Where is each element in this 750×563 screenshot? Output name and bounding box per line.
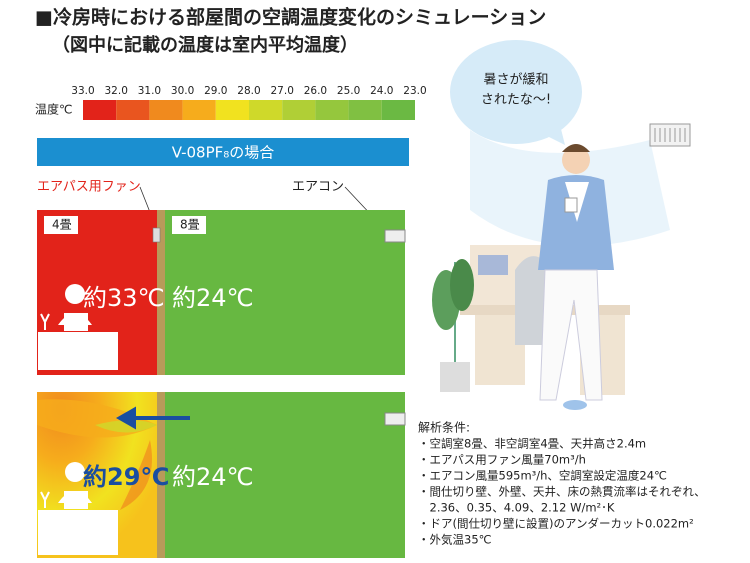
scale-tick-label: 26.0: [304, 85, 327, 97]
room-8: [165, 210, 405, 375]
color-swatch: [381, 100, 415, 120]
wall: [157, 392, 165, 558]
color-swatch: [215, 100, 249, 120]
scale-unit: 温度℃: [35, 102, 72, 117]
scale-tick-label: 30.0: [171, 85, 194, 97]
scale-tick-label: 32.0: [105, 85, 128, 97]
scale-tick-label: 28.0: [237, 85, 260, 97]
condition-line: ・ドア(間仕切り壁に設置)のアンダーカット0.022m²: [418, 517, 694, 531]
room-temp: 約24℃: [172, 284, 254, 312]
room-temp: 約29℃: [83, 463, 169, 491]
person-desk: [38, 284, 118, 370]
color-swatch: [149, 100, 183, 120]
aircon-label: エアコン: [292, 180, 344, 195]
scale-tick-label: 24.0: [370, 85, 393, 97]
room-temp: 約24℃: [172, 463, 254, 491]
color-swatch: [182, 100, 216, 120]
illustration: [432, 40, 691, 410]
title: ■冷房時における部屋間の空調温度変化のシミュレーション: [35, 6, 546, 29]
scale-tick-label: 25.0: [337, 85, 360, 97]
tag-bg: [44, 216, 78, 234]
fan: [152, 227, 161, 243]
color-swatch: [282, 100, 316, 120]
conditions-title: 解析条件:: [418, 421, 470, 435]
scale-tick-label: 27.0: [271, 85, 294, 97]
condition-line: ・外気温35℃: [418, 533, 492, 547]
tag-bg: [172, 216, 206, 234]
condition-line: 2.36、0.35、4.09、2.12 W/m²･K: [418, 501, 615, 515]
condition-line: ・エアパス用ファン風量70m³/h: [418, 453, 586, 467]
scale-tick-label: 23.0: [403, 85, 426, 97]
color-swatch: [348, 100, 382, 120]
color-swatch: [83, 100, 117, 120]
condition-line: ・空調室8畳、非空調室4畳、天井高さ2.4m: [418, 437, 646, 451]
airflow-arrow: [115, 406, 190, 430]
aircon: [384, 412, 406, 426]
room-8: [165, 392, 405, 558]
scale-tick-label: 29.0: [204, 85, 227, 97]
wall: [157, 210, 165, 375]
scale-tick-label: 33.0: [71, 85, 94, 97]
condition-line: ・エアコン風量595m³/h、空調室設定温度24℃: [418, 469, 667, 483]
speech: されたな～!: [481, 93, 551, 108]
subtitle: （図中に記載の温度は室内平均温度）: [52, 34, 358, 56]
speech: 暑さが緩和: [483, 73, 548, 88]
fan-label: エアパス用ファン: [37, 180, 141, 195]
condition-line: ・間仕切り壁、外壁、天井、床の熱貫流率はそれぞれ、: [418, 485, 706, 499]
room-name: 8畳: [180, 218, 200, 232]
color-swatch: [116, 100, 150, 120]
person-desk: [38, 462, 118, 555]
color-swatch: [249, 100, 283, 120]
color-swatch: [315, 100, 349, 120]
banner: V-08PF₈の場合: [172, 144, 275, 162]
flow: [120, 440, 152, 510]
room-temp: 約33℃: [83, 284, 165, 312]
aircon: [384, 229, 406, 243]
flow: [95, 420, 157, 433]
room-name: 4畳: [52, 218, 72, 232]
scale-tick-label: 31.0: [138, 85, 161, 97]
color-scale: 温度℃ 33.0 32.0 31.0 30.0 29.0 28.0 27.0 26.0 25.0…: [35, 85, 427, 120]
conditions: 解析条件: ・空調室8畳、非空調室4畳、天井高さ2.4m ・エアパス用ファン風量7…: [418, 421, 706, 547]
banner-bg: [37, 138, 409, 166]
